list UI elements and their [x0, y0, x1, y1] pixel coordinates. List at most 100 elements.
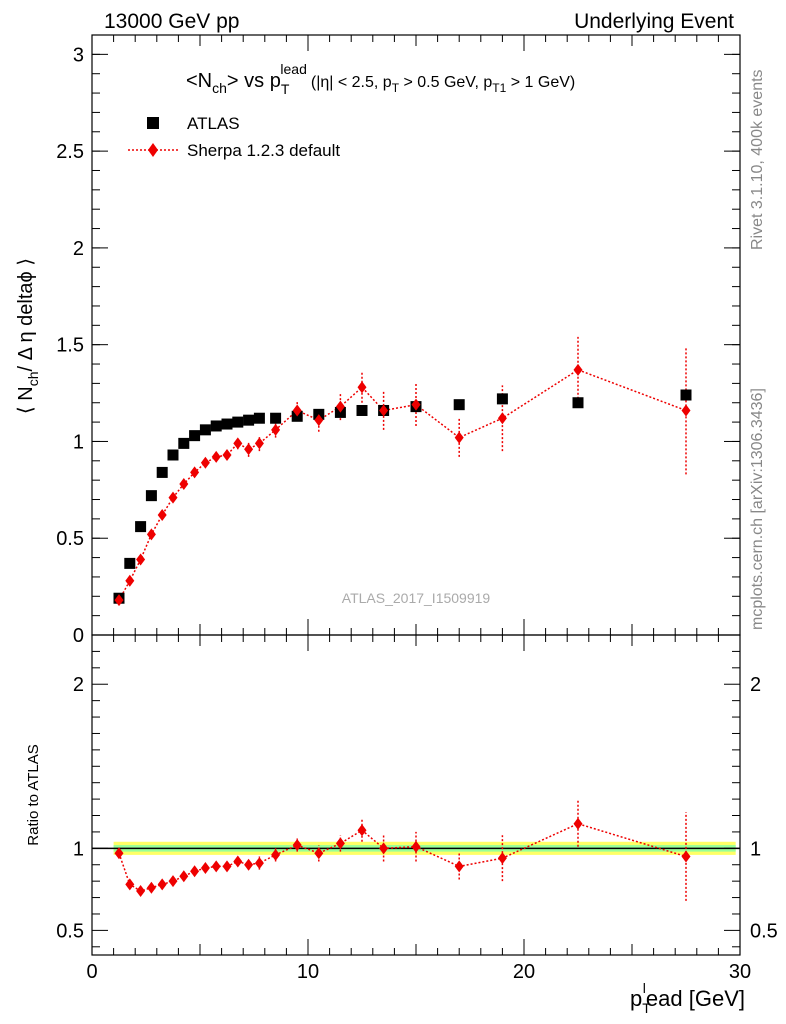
- ratio-sherpa-point: [114, 847, 124, 860]
- atlas-point: [221, 418, 233, 430]
- sherpa-point: [114, 594, 124, 607]
- y-axis-label-ratio: Ratio to ATLAS: [25, 744, 42, 845]
- ratio-y-tick-label: 0.5: [56, 920, 84, 942]
- atlas-point: [496, 393, 508, 405]
- sherpa-point: [190, 466, 200, 479]
- ratio-sherpa-point: [136, 885, 146, 897]
- ratio-sherpa-point: [497, 852, 507, 865]
- sherpa-point: [292, 404, 302, 417]
- ratio-sherpa-point: [211, 860, 221, 873]
- atlas-point: [453, 399, 465, 411]
- header-right: Underlying Event: [574, 10, 734, 33]
- ratio-sherpa-point: [244, 858, 254, 871]
- atlas-point: [135, 521, 147, 533]
- ratio-sherpa-point: [292, 839, 302, 852]
- atlas-point: [356, 404, 368, 416]
- sherpa-point: [222, 449, 232, 461]
- y-axis-label-main: ⟨ Nch/ Δ η deltaϕ ⟩: [15, 258, 41, 414]
- ratio-sherpa-point: [454, 860, 464, 873]
- sherpa-point: [179, 478, 189, 491]
- legend-marker-sherpa: [148, 143, 158, 157]
- ratio-y-tick-label: 2: [73, 674, 84, 696]
- ratio-y-tick-label-right: 0.5: [750, 920, 778, 942]
- x-tick-label: 0: [86, 961, 97, 983]
- x-tick-label: 10: [297, 961, 319, 983]
- main-y-tick-label: 2: [73, 238, 84, 260]
- main-axis-ticks: 0 0.5 1 1.5 2 2.5 3: [56, 34, 741, 647]
- ratio-sherpa-point: [357, 824, 367, 837]
- ratio-y-tick-label-right: 1: [750, 838, 761, 860]
- atlas-point: [199, 424, 211, 436]
- atlas-point: [210, 420, 222, 432]
- sherpa-point: [254, 437, 264, 450]
- sherpa-point: [168, 491, 178, 504]
- sherpa-point: [157, 509, 167, 521]
- atlas-point: [124, 557, 136, 569]
- atlas-point: [189, 430, 201, 442]
- sherpa-point: [335, 400, 345, 413]
- main-y-tick-label: 3: [73, 44, 84, 66]
- ratio-panel: 0.5 0.51 12 20 10 20 30: [56, 634, 778, 983]
- sherpa-point: [244, 443, 254, 456]
- ratio-sherpa-point: [157, 878, 167, 891]
- ratio-sherpa-point: [146, 881, 156, 894]
- ratio-sherpa-point: [125, 878, 135, 891]
- ratio-sherpa-point: [681, 850, 691, 863]
- ratio-frame: [91, 634, 741, 956]
- sherpa-line: [118, 369, 687, 601]
- sherpa-point: [125, 574, 135, 587]
- atlas-point: [178, 437, 190, 449]
- ratio-y-tick-label: 1: [73, 838, 84, 860]
- ratio-sherpa-point: [335, 837, 345, 850]
- main-y-tick-label: 1: [73, 431, 84, 453]
- legend: ATLAS Sherpa 1.2.3 default: [128, 114, 340, 160]
- mcplots-label: mcplots.cern.ch [arXiv:1306.3436]: [749, 388, 766, 630]
- sherpa-point: [454, 431, 464, 444]
- ratio-sherpa-point: [233, 855, 243, 868]
- main-y-tick-label: 0: [73, 625, 84, 647]
- sherpa-point: [411, 398, 421, 411]
- header-left: 13000 GeV pp: [104, 10, 239, 33]
- atlas-point: [156, 466, 168, 478]
- x-tick-label: 20: [513, 961, 535, 983]
- atlas-point: [145, 490, 157, 502]
- ratio-sherpa-point: [222, 860, 232, 873]
- atlas-point: [243, 414, 255, 426]
- ratio-sherpa-point: [190, 865, 200, 878]
- ratio-sherpa-point: [179, 870, 189, 883]
- ratio-sherpa-line: [118, 822, 687, 892]
- atlas-point: [253, 412, 265, 424]
- main-y-tick-label: 0.5: [56, 528, 84, 550]
- ratio-series-layer: [114, 800, 691, 901]
- ratio-sherpa-point: [254, 857, 264, 870]
- atlas-point: [232, 416, 244, 428]
- sherpa-point: [681, 404, 691, 417]
- main-series-layer: [113, 336, 692, 607]
- sherpa-point: [200, 456, 210, 469]
- sherpa-point: [136, 553, 146, 566]
- ratio-sherpa-point: [200, 862, 210, 875]
- legend-label-atlas: ATLAS: [187, 114, 240, 133]
- legend-label-sherpa: Sherpa 1.2.3 default: [187, 141, 340, 160]
- ratio-sherpa-point: [271, 848, 281, 861]
- sherpa-point: [573, 363, 583, 376]
- main-y-tick-label: 1.5: [56, 335, 84, 357]
- x-axis-label: pTlead [GeV]: [630, 980, 745, 1016]
- atlas-point: [572, 397, 584, 409]
- ratio-y-tick-label-right: 2: [750, 674, 761, 696]
- ratio-sherpa-point: [168, 875, 178, 888]
- ratio-axis-ticks: 0.5 0.51 12 20 10 20 30: [56, 635, 778, 983]
- sherpa-point: [211, 450, 221, 463]
- ratio-sherpa-point: [379, 842, 389, 855]
- ratio-sherpa-point: [411, 840, 421, 853]
- main-panel: 0 0.5 1 1.5 2 2.5 3: [56, 34, 741, 647]
- atlas-point: [167, 449, 179, 461]
- atlas-point: [270, 412, 282, 424]
- sherpa-point: [233, 437, 243, 450]
- rivet-label: Rivet 3.1.10, 400k events: [749, 69, 766, 250]
- analysis-label: ATLAS_2017_I1509919: [342, 590, 491, 606]
- sherpa-point: [497, 412, 507, 425]
- sherpa-point: [146, 528, 156, 541]
- x-tick-label: 30: [729, 961, 751, 983]
